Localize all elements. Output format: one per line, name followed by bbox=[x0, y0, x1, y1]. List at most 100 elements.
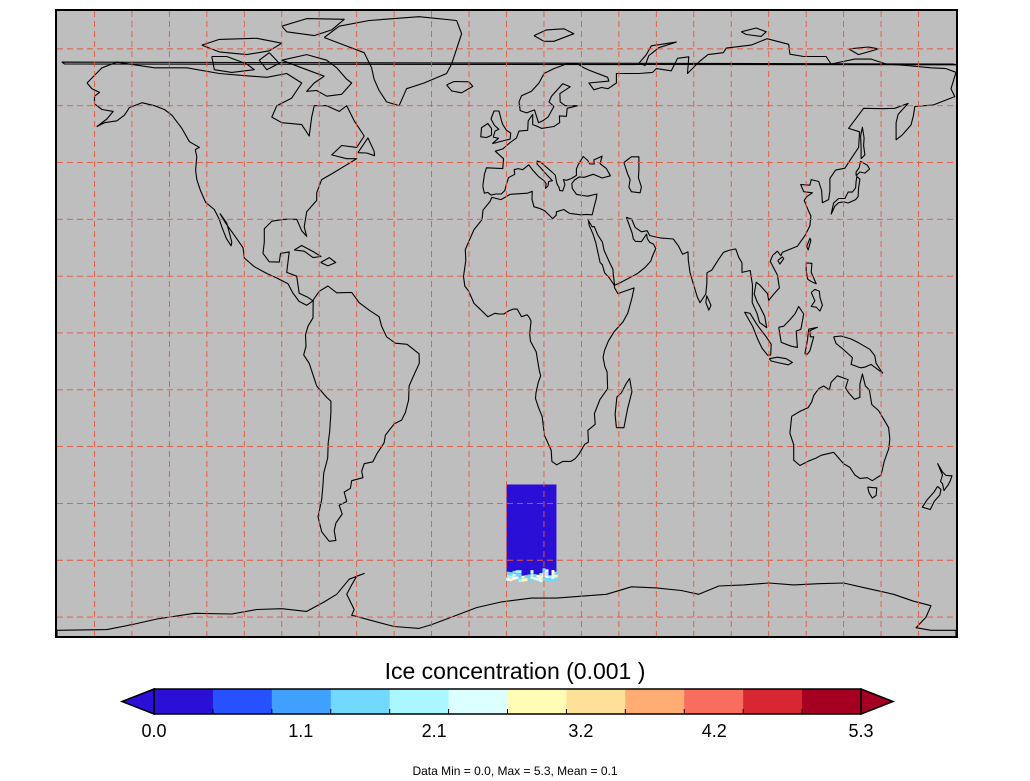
coastline-segment bbox=[201, 37, 283, 56]
colorbar-swatch bbox=[154, 689, 214, 714]
colorbar-swatch bbox=[625, 689, 685, 714]
colorbar-title: Ice concentration (0.001 ) bbox=[384, 658, 646, 684]
coastline-segment bbox=[705, 295, 712, 311]
coastline-segment bbox=[768, 356, 793, 366]
coastline-segment bbox=[936, 463, 953, 492]
coastline-segment bbox=[293, 244, 322, 259]
ice-field-cell bbox=[509, 578, 513, 582]
coastline-segment bbox=[86, 61, 365, 306]
ice-field-cell bbox=[530, 570, 534, 574]
ice-field-cell bbox=[506, 571, 510, 575]
ice-field-cell bbox=[509, 575, 513, 579]
coastline-segment bbox=[462, 38, 956, 466]
ice-field-cell bbox=[548, 578, 552, 582]
coastline-segment bbox=[867, 486, 878, 499]
colorbar-swatch bbox=[802, 689, 862, 714]
ice-field-cell bbox=[545, 572, 549, 576]
coastline-segment bbox=[804, 326, 818, 355]
ice-field-cell bbox=[551, 573, 555, 577]
ice-field-cell bbox=[539, 579, 543, 583]
coastline-segment bbox=[357, 137, 376, 157]
ice-field-cell bbox=[551, 579, 555, 583]
coastline-segment bbox=[614, 377, 633, 429]
ice-field-cell bbox=[518, 570, 522, 574]
colorbar-min-arrow bbox=[119, 687, 155, 716]
ice-field-cell bbox=[515, 573, 519, 577]
ice-field-cell bbox=[551, 570, 555, 574]
ice-field-cell bbox=[545, 569, 549, 573]
coastline-segment bbox=[830, 175, 861, 215]
ice-field-region bbox=[506, 484, 557, 580]
coastline-segment bbox=[740, 27, 767, 37]
ice-field-cell bbox=[518, 576, 522, 580]
colorbar-tick-label: 0.0 bbox=[141, 721, 166, 741]
ice-field-cell bbox=[506, 577, 510, 581]
ice-field-cell bbox=[512, 576, 516, 580]
coastline-segment bbox=[860, 126, 866, 160]
colorbar-swatch bbox=[448, 689, 508, 714]
ice-field-cell bbox=[536, 574, 540, 578]
coastline-segment bbox=[833, 335, 884, 374]
coastline-segment bbox=[623, 156, 642, 194]
colorbar-swatches bbox=[119, 687, 896, 716]
ice-field-cell bbox=[539, 573, 543, 577]
coastline-segment bbox=[57, 572, 956, 636]
colorbar-tick-label: 2.1 bbox=[422, 721, 447, 741]
ice-field-cell bbox=[539, 576, 543, 580]
colorbar-swatch bbox=[271, 689, 332, 714]
coastline-segment bbox=[806, 237, 812, 251]
ice-field-cell bbox=[536, 577, 540, 581]
ice-field-cell bbox=[518, 579, 522, 583]
coastline-segment bbox=[211, 55, 255, 73]
ice-field-cell bbox=[554, 577, 558, 581]
coastline-segment bbox=[258, 52, 280, 71]
ice-field-cell bbox=[554, 574, 558, 578]
ice-field-cell bbox=[512, 570, 516, 574]
coastline-segment bbox=[778, 305, 805, 348]
world-map bbox=[57, 11, 956, 636]
ice-field-cell bbox=[530, 576, 534, 580]
ice-field-cell bbox=[518, 573, 522, 577]
ice-field-cell bbox=[512, 573, 516, 577]
coastline-segment bbox=[303, 285, 420, 542]
ice-concentration-field bbox=[506, 484, 558, 583]
map-panel bbox=[55, 9, 958, 638]
colorbar-swatch bbox=[212, 689, 273, 714]
coastlines bbox=[57, 16, 956, 636]
ice-field-cell bbox=[515, 570, 519, 574]
ice-field-cell bbox=[515, 576, 519, 580]
graticule bbox=[57, 11, 956, 636]
ice-field-cell bbox=[524, 575, 528, 579]
ice-field-cell bbox=[527, 574, 531, 578]
colorbar-tick-labels: 0.0 1.1 2.1 3.2 4.2 5.3 bbox=[141, 721, 873, 741]
coastline-segment bbox=[281, 54, 353, 97]
colorbar-swatch bbox=[330, 689, 391, 714]
coastline-segment bbox=[921, 485, 942, 511]
ice-field-cell bbox=[548, 575, 552, 579]
ice-field-cell bbox=[542, 577, 546, 581]
colorbar-swatch bbox=[566, 689, 626, 714]
coastline-segment bbox=[281, 18, 345, 37]
coastline-segment bbox=[323, 16, 463, 107]
ice-field-cell bbox=[524, 578, 528, 582]
ice-field-cell bbox=[530, 579, 534, 583]
ice-field-cell bbox=[542, 568, 546, 572]
coastline-segment bbox=[855, 160, 871, 177]
coastline-segment bbox=[490, 110, 512, 145]
ice-field-cell bbox=[530, 573, 534, 577]
colorbar-swatch bbox=[684, 689, 744, 714]
coastline-segment bbox=[777, 256, 785, 265]
coastline-segment bbox=[320, 257, 337, 267]
ice-field-cell bbox=[506, 574, 510, 578]
data-statistics: Data Min = 0.0, Max = 5.3, Mean = 0.1 bbox=[412, 764, 618, 778]
coastline-segment bbox=[810, 288, 823, 312]
colorbar-tick-label: 5.3 bbox=[848, 721, 873, 741]
ice-field-cell bbox=[521, 575, 525, 579]
coastline-segment bbox=[480, 122, 493, 139]
ice-field-cell bbox=[527, 577, 531, 581]
coastline-segment bbox=[61, 61, 956, 66]
ice-field-cell bbox=[545, 578, 549, 582]
colorbar-swatch bbox=[507, 689, 567, 714]
colorbar-tick-label: 4.2 bbox=[702, 721, 727, 741]
